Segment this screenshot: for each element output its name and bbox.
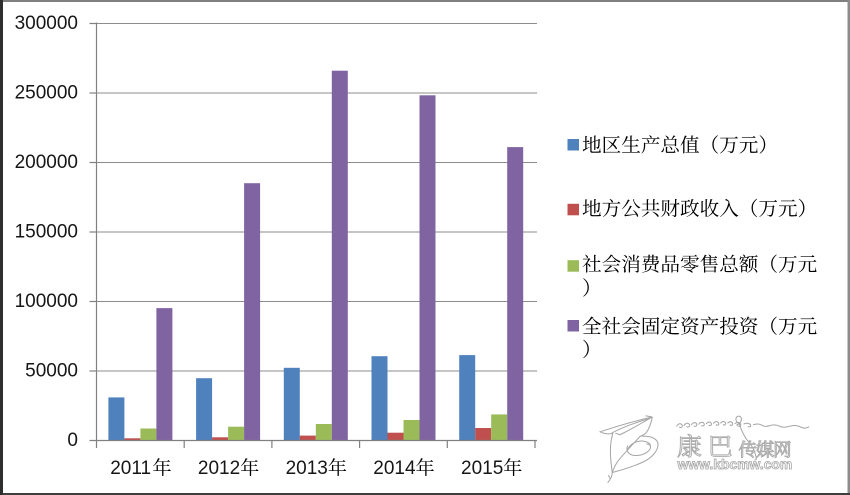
svg-text:50000: 50000 — [25, 361, 78, 382]
svg-text:2012: 2012 — [198, 458, 240, 479]
svg-text:100000: 100000 — [15, 291, 78, 312]
svg-text:250000: 250000 — [15, 83, 78, 104]
svg-text:2015: 2015 — [461, 458, 503, 479]
svg-text:2013: 2013 — [286, 458, 328, 479]
svg-text:200000: 200000 — [15, 152, 78, 173]
svg-text:2011: 2011 — [110, 458, 151, 479]
svg-text:0: 0 — [67, 430, 78, 451]
svg-text:www.kbcmw.com: www.kbcmw.com — [677, 456, 793, 472]
svg-text:2014: 2014 — [373, 458, 416, 479]
svg-text:150000: 150000 — [15, 222, 78, 243]
svg-text:300000: 300000 — [15, 13, 78, 34]
